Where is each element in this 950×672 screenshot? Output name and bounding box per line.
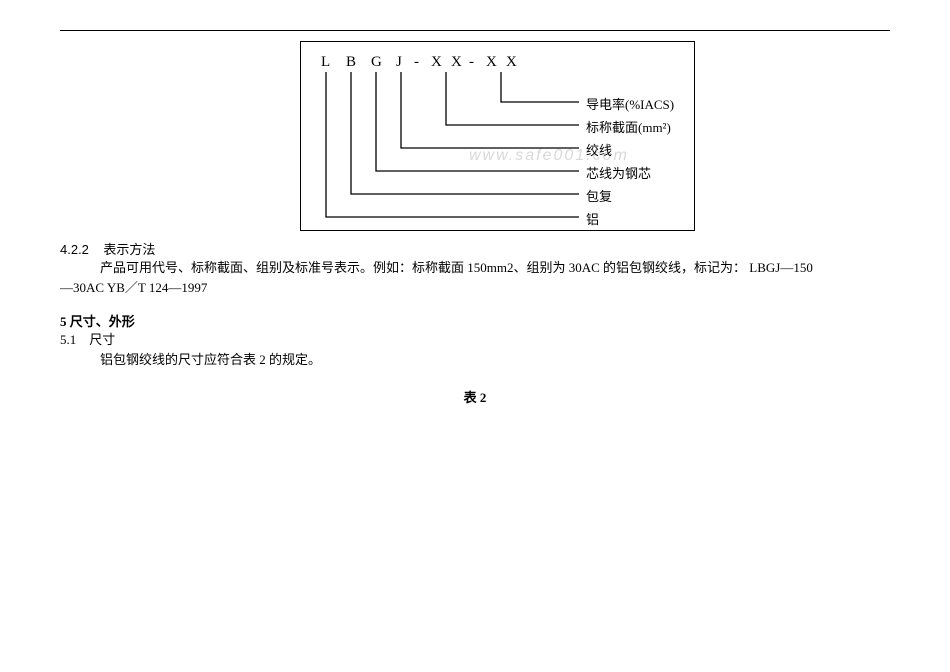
diagram-connector-lines <box>301 42 696 232</box>
designation-diagram: L B G J - X X - X X www.safe001.com 导电率(… <box>300 41 695 231</box>
section-5-1-body: 铝包钢绞线的尺寸应符合表 2 的规定。 <box>60 350 890 370</box>
section-5-1-heading: 5.1 尺寸 <box>60 330 890 350</box>
table-2-caption: 表 2 <box>60 387 890 406</box>
section-4-2-2-heading: 4.2.2 表示方法 <box>60 239 890 258</box>
desc-clad: 包复 <box>586 186 612 205</box>
section-5-heading: 5 尺寸、外形 <box>60 311 890 330</box>
desc-steel-core: 芯线为钢芯 <box>586 163 651 182</box>
desc-aluminum: 铝 <box>586 209 599 228</box>
section-4-2-2-title: 表示方法 <box>103 242 155 257</box>
section-4-2-2-line2: —30AC YB／T 124—1997 <box>60 278 890 298</box>
desc-cross-section: 标称截面(mm²) <box>586 117 671 136</box>
desc-stranded: 绞线 <box>586 140 612 159</box>
section-4-2-2-body: 产品可用代号、标称截面、组别及标准号表示。例如：标称截面 150mm2、组别为 … <box>60 258 890 278</box>
section-5-1-title: 尺寸 <box>89 332 115 347</box>
desc-conductivity: 导电率(%IACS) <box>586 94 674 113</box>
section-5-1-number: 5.1 <box>60 332 76 347</box>
section-4-2-2-line1: 产品可用代号、标称截面、组别及标准号表示。例如：标称截面 150mm2、组别为 … <box>100 260 813 275</box>
section-4-2-2-number: 4.2.2 <box>60 242 89 257</box>
top-horizontal-rule <box>60 30 890 31</box>
